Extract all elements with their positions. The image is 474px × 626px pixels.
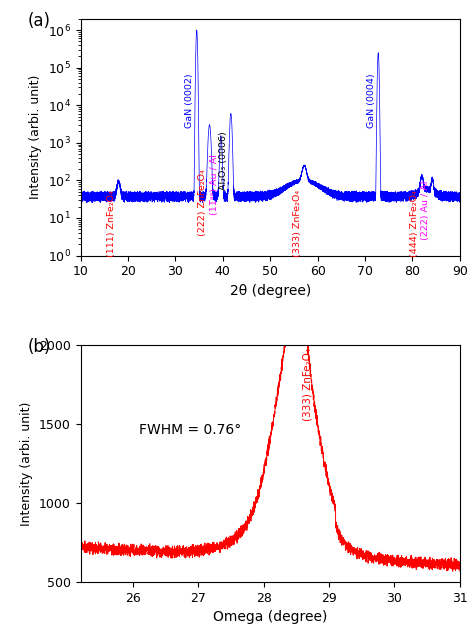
Text: FWHM = 0.76°: FWHM = 0.76°: [139, 423, 242, 437]
Text: (333) ZnFe₂O₄: (333) ZnFe₂O₄: [303, 348, 313, 421]
Y-axis label: Intensity (arbi. unit): Intensity (arbi. unit): [29, 75, 42, 199]
Text: (222) ZnFe₂O₄: (222) ZnFe₂O₄: [198, 169, 207, 236]
Text: (333) ZnFe₂O₄: (333) ZnFe₂O₄: [293, 190, 302, 257]
Text: (a): (a): [27, 12, 51, 29]
Text: (222) Au / Al: (222) Au / Al: [421, 180, 430, 240]
Text: GaN (0004): GaN (0004): [367, 73, 376, 128]
Text: (111) ZnFe₂O₄: (111) ZnFe₂O₄: [107, 190, 116, 257]
Text: Al₂O₃ (0006): Al₂O₃ (0006): [219, 131, 228, 190]
Text: (b): (b): [27, 339, 51, 356]
X-axis label: 2θ (degree): 2θ (degree): [229, 284, 311, 298]
Text: GaN (0002): GaN (0002): [185, 73, 194, 128]
Y-axis label: Intensity (arbi. unit): Intensity (arbi. unit): [20, 402, 34, 526]
X-axis label: Omega (degree): Omega (degree): [213, 610, 328, 625]
Text: (444) ZnFe₂O₄: (444) ZnFe₂O₄: [410, 190, 419, 257]
Text: (11̅ᵃᵃ) Au / Al: (11̅ᵃᵃ) Au / Al: [210, 154, 219, 215]
